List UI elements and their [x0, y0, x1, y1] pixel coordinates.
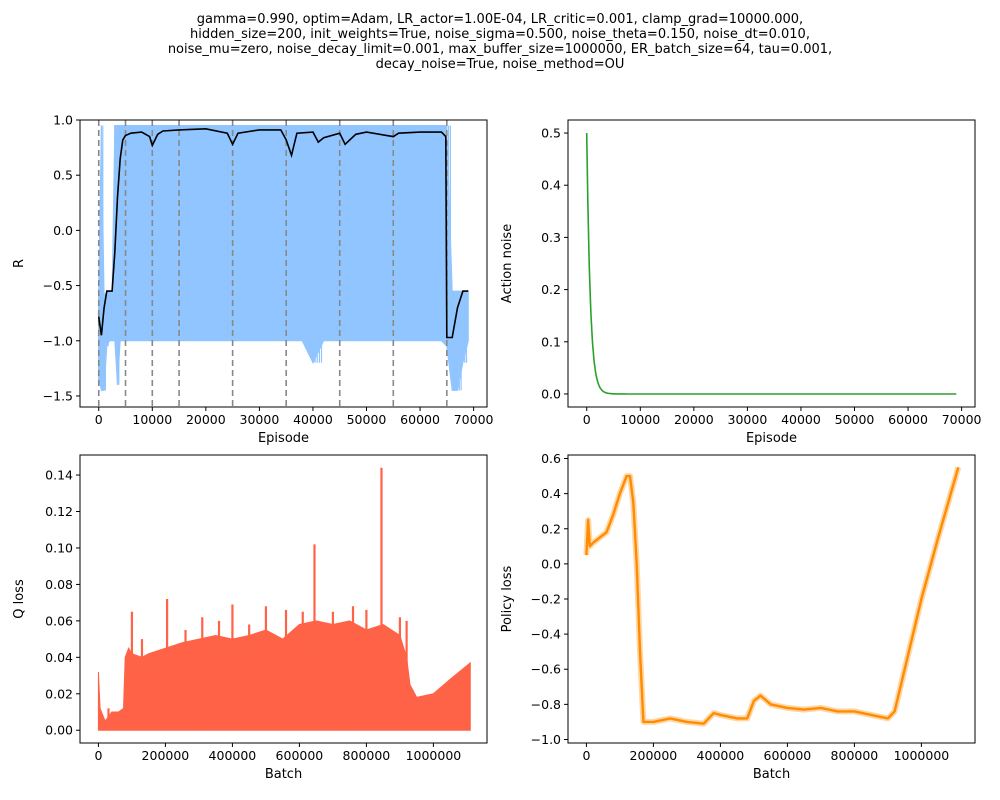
y-axis-label: R	[12, 259, 27, 268]
y-tick-label: −0.4	[531, 627, 561, 642]
figure-title-line: decay_noise=True, noise_method=OU	[375, 57, 625, 72]
x-tick-label: 70000	[454, 412, 494, 427]
policy-plot-area	[583, 466, 962, 727]
y-tick-label: 0.3	[541, 230, 561, 245]
y-tick-label: 0.0	[541, 556, 561, 571]
x-tick-label: 400000	[209, 748, 257, 763]
x-tick-label: 40000	[781, 412, 821, 427]
qloss-plot-area	[97, 467, 471, 731]
reward-chart: 0 10000 20000 30000 40000 50000 60000 70000 −1.5…	[12, 113, 494, 447]
x-tick-label: 30000	[240, 412, 280, 427]
y-tick-label: 0.6	[541, 451, 561, 466]
x-tick-label: 0	[582, 748, 590, 763]
x-tick-label: 0	[95, 412, 103, 427]
x-axis-label: Episode	[746, 431, 797, 446]
y-tick-label: 0.4	[541, 178, 561, 193]
noise-chart: 0 10000 20000 30000 40000 50000 60000 70000 0.0 0…	[500, 119, 982, 446]
x-tick-label: 200000	[142, 748, 190, 763]
y-tick-label: 0.2	[541, 282, 561, 297]
x-tick-label: 400000	[697, 748, 745, 763]
y-tick-label: 0.02	[45, 686, 73, 701]
x-tick-label: 10000	[132, 412, 172, 427]
y-tick-label: −0.2	[531, 592, 561, 607]
x-tick-label: 1000000	[894, 748, 950, 763]
y-tick-label: 0.2	[541, 521, 561, 536]
x-tick-label: 0	[94, 748, 102, 763]
y-axis-label: Action noise	[500, 224, 515, 303]
y-tick-label: 1.0	[53, 113, 73, 128]
x-tick-label: 10000	[620, 412, 660, 427]
x-tick-label: 70000	[942, 412, 982, 427]
y-tick-label: 0.0	[541, 386, 561, 401]
y-axis-label: Q loss	[12, 579, 27, 619]
x-tick-label: 20000	[674, 412, 714, 427]
figure-title-line: noise_mu=zero, noise_decay_limit=0.001, …	[167, 42, 833, 57]
x-tick-label: 0	[583, 412, 591, 427]
y-tick-label: 0.04	[45, 650, 73, 665]
y-tick-label: 0.14	[45, 468, 73, 483]
x-tick-label: 60000	[400, 412, 440, 427]
y-axis-label: Policy loss	[500, 565, 515, 632]
policy-series	[585, 466, 960, 725]
figure-title-line: gamma=0.990, optim=Adam, LR_actor=1.00E-…	[196, 12, 804, 27]
x-tick-label: 50000	[347, 412, 387, 427]
y-tick-label: −0.5	[43, 278, 73, 293]
x-axis-label: Batch	[753, 767, 790, 782]
reward-plot-area	[97, 120, 469, 407]
y-tick-label: −1.5	[43, 388, 73, 403]
y-tick-label: −0.8	[531, 697, 561, 712]
y-tick-label: 0.06	[45, 613, 73, 628]
x-axis-label: Episode	[258, 431, 309, 446]
qloss-chart: 0 200000 400000 600000 800000 1000000 0.00 0.02…	[12, 454, 488, 782]
y-tick-label: 0.10	[45, 540, 73, 555]
y-tick-label: −1.0	[531, 732, 561, 747]
y-tick-label: 0.5	[541, 126, 561, 141]
x-tick-label: 200000	[630, 748, 678, 763]
reward-raw-series	[98, 125, 468, 391]
y-tick-label: 0.4	[541, 486, 561, 501]
reward-smoothed-series	[97, 127, 469, 339]
noise-plot-area	[585, 132, 957, 395]
y-tick-label: 0.1	[541, 334, 561, 349]
x-axis-label: Batch	[265, 767, 302, 782]
x-tick-label: 600000	[764, 748, 812, 763]
x-tick-label: 800000	[831, 748, 879, 763]
x-tick-label: 1000000	[406, 748, 462, 763]
figure-title: gamma=0.990, optim=Adam, LR_actor=1.00E-…	[0, 12, 1000, 72]
axes-frame	[567, 454, 976, 744]
x-tick-label: 600000	[276, 748, 324, 763]
x-tick-label: 30000	[728, 412, 768, 427]
y-tick-label: −0.6	[531, 662, 561, 677]
y-tick-label: −1.0	[43, 333, 73, 348]
noise-series	[585, 132, 957, 395]
x-tick-label: 40000	[293, 412, 333, 427]
axes-frame	[79, 454, 488, 744]
y-tick-label: 0.12	[45, 504, 73, 519]
x-tick-label: 800000	[343, 748, 391, 763]
y-tick-label: 0.00	[45, 723, 73, 738]
x-tick-label: 60000	[888, 412, 928, 427]
axes-frame	[79, 119, 488, 408]
y-tick-label: 0.08	[45, 577, 73, 592]
figure-title-line: hidden_size=200, init_weights=True, nois…	[190, 27, 810, 42]
x-tick-label: 50000	[835, 412, 875, 427]
policy-chart: 0 200000 400000 600000 800000 1000000 −1.0 −0.8…	[500, 451, 976, 782]
axes-frame	[567, 119, 976, 408]
x-tick-label: 20000	[186, 412, 226, 427]
y-tick-label: 0.5	[53, 168, 73, 183]
y-tick-label: 0.0	[53, 223, 73, 238]
